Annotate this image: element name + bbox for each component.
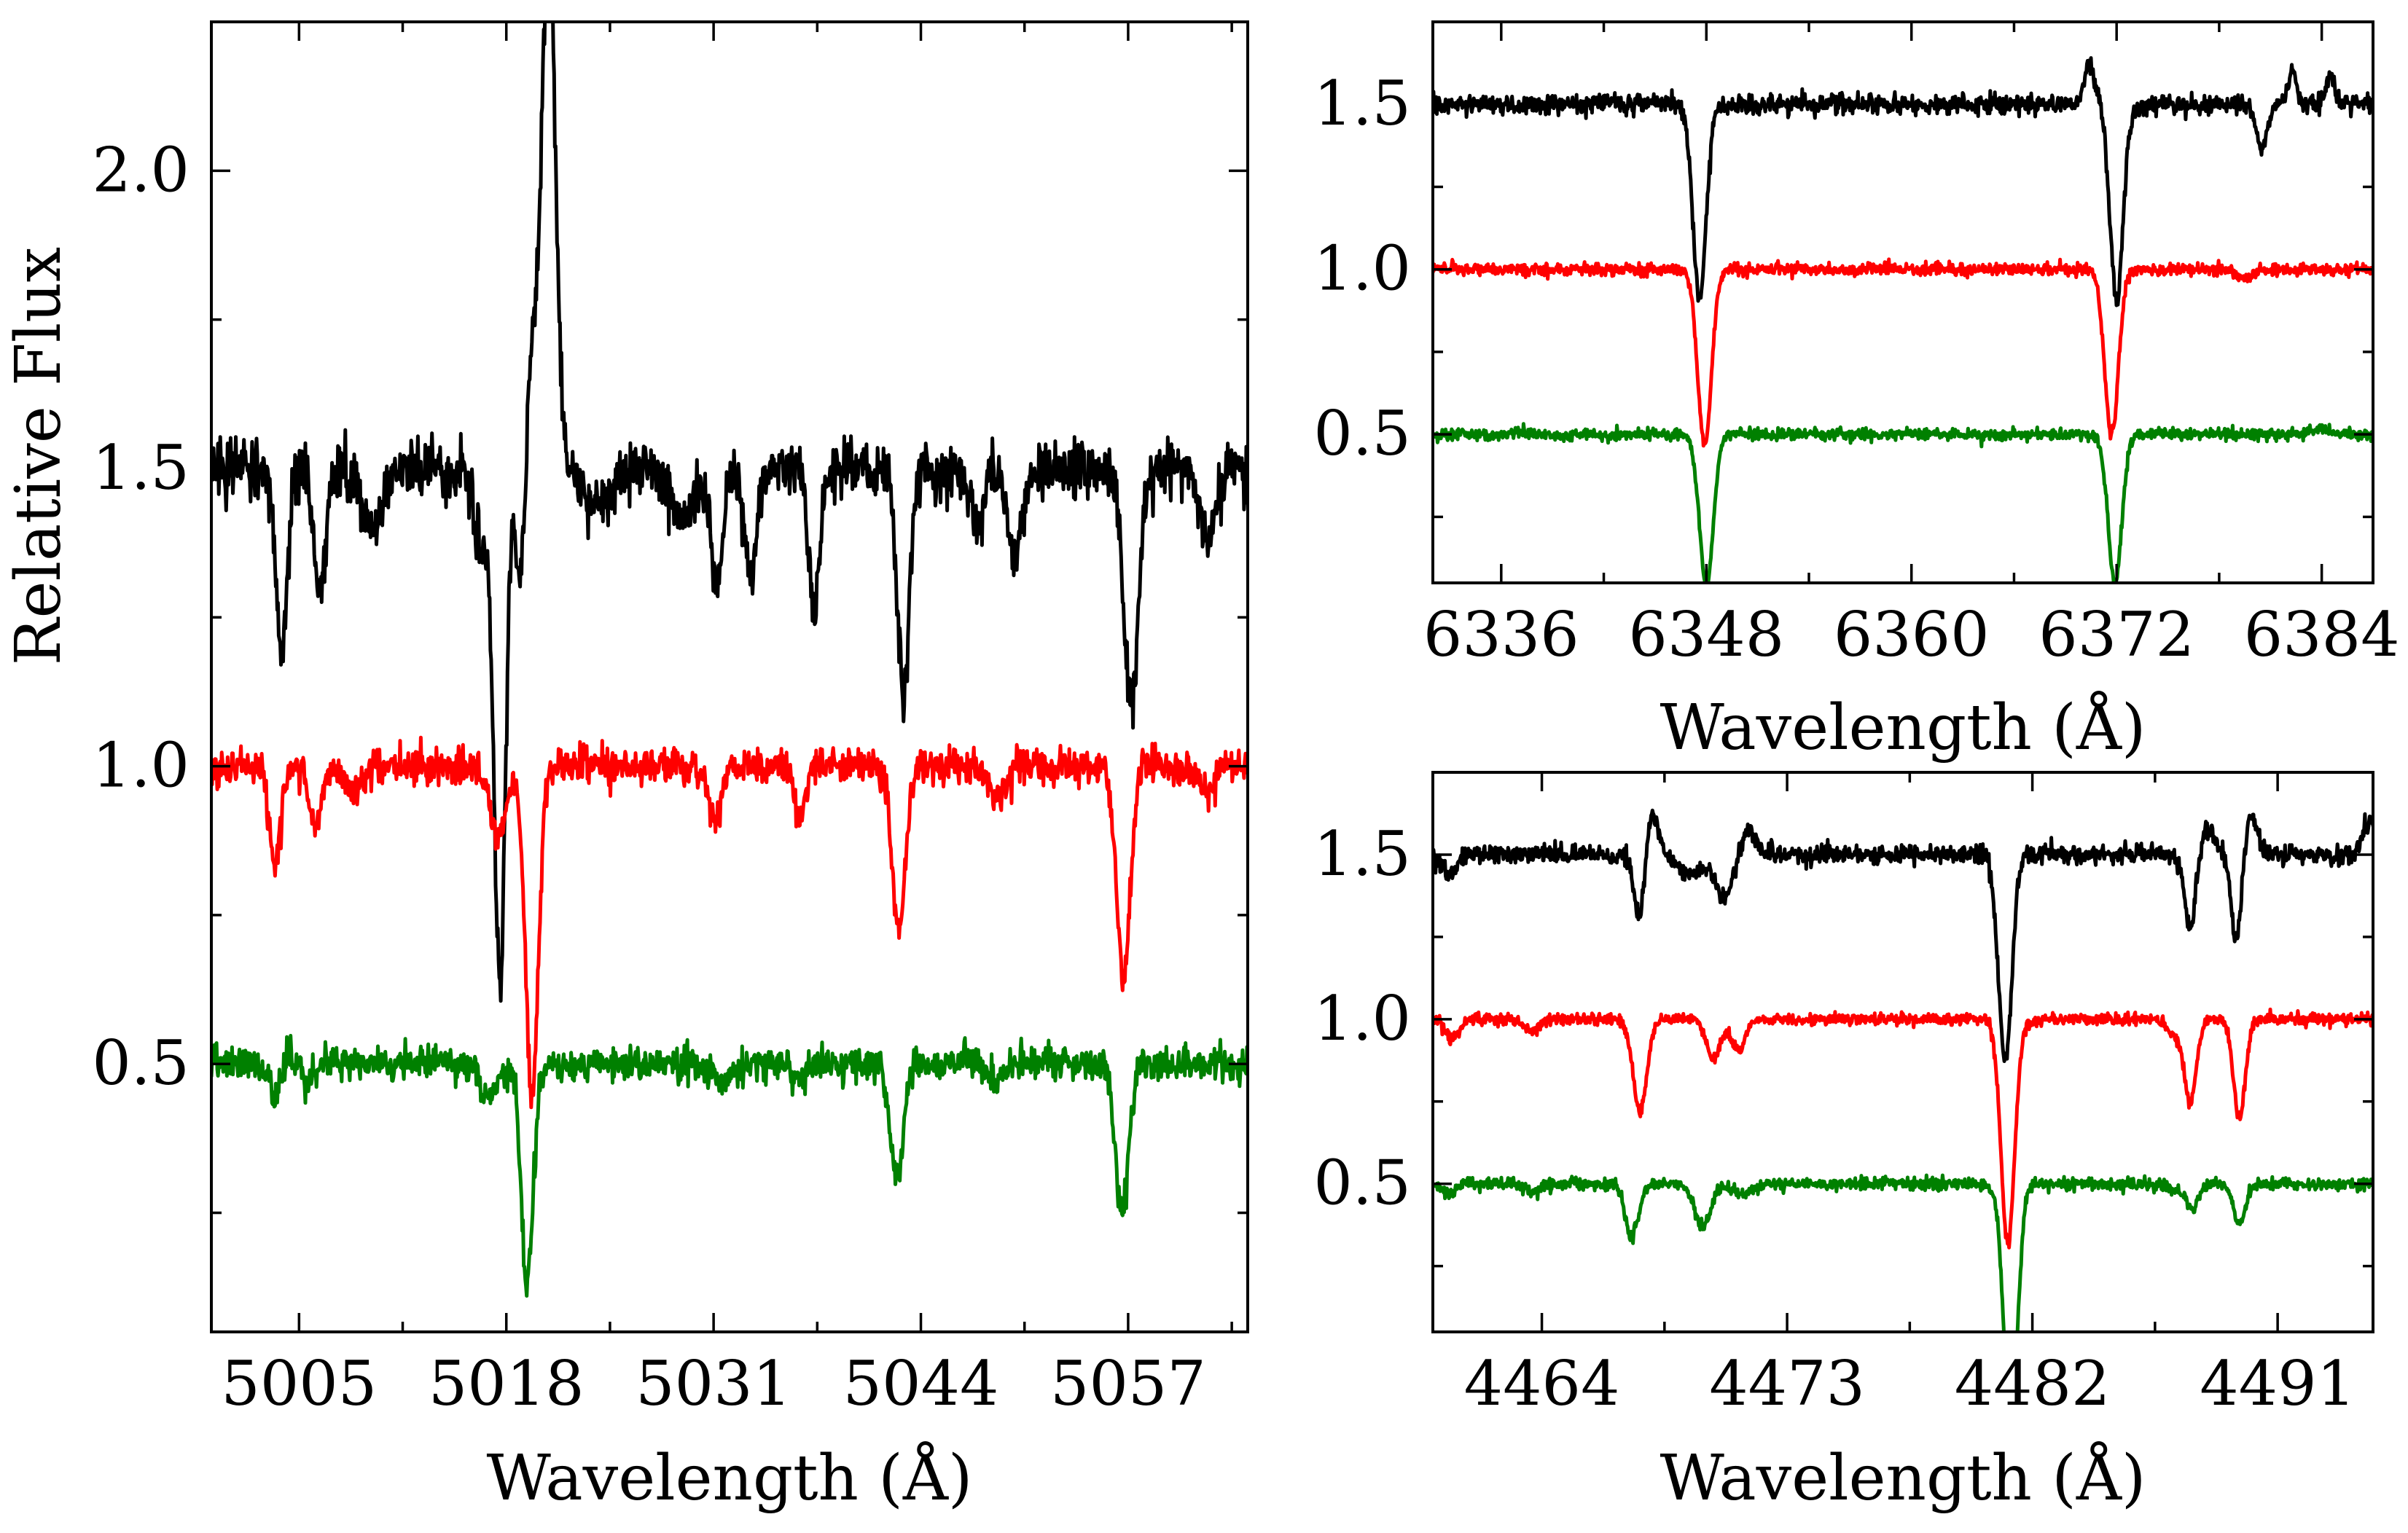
bottom-right-black-spectrum-line — [1433, 808, 2373, 1063]
top-right-black-spectrum-line — [1433, 56, 2373, 307]
top-right-x-tick-label: 6360 — [1834, 599, 1990, 670]
top-right-red-spectrum-line — [1433, 257, 2373, 448]
bottom-right-y-tick-label: 1.5 — [1313, 818, 1411, 890]
top-right-y-tick-label: 1.0 — [1313, 233, 1411, 305]
left-y-tick-label: 1.0 — [92, 730, 189, 801]
bottom-right-x-tick-label: 4473 — [1709, 1348, 1865, 1419]
left-black-spectrum-line — [211, 22, 1248, 1003]
left-series-layer — [211, 22, 1248, 1298]
left-x-tick-label: 5057 — [1050, 1348, 1206, 1419]
left-x-tick-label: 5005 — [221, 1348, 377, 1419]
bottom-right-x-axis-title: Wavelength (Å) — [1660, 1441, 2146, 1515]
left-x-tick-label: 5018 — [429, 1348, 585, 1419]
bottom-right-x-tick-label: 4482 — [1955, 1348, 2111, 1419]
bottom-right-red-spectrum-line — [1433, 1007, 2373, 1250]
left-x-tick-label: 5044 — [843, 1348, 999, 1419]
top-right-x-tick-label: 6336 — [1423, 599, 1579, 670]
left-x-tick-label: 5031 — [636, 1348, 791, 1419]
bottom-right-x-tick-label: 4464 — [1464, 1348, 1620, 1419]
top-right-plot-frame — [1431, 20, 2374, 584]
top-right-series-layer — [1433, 56, 2373, 583]
bottom-right-green-spectrum-line — [1433, 1173, 2373, 1332]
left-ticks: 5005 5018 5031 5044 5057 0.5 1.0 1.5 2.0 — [92, 20, 1248, 1419]
top-right-x-tick-label: 6348 — [1628, 599, 1784, 670]
bottom-right-ticks: 4464 4473 4482 4491 0.5 1.0 1.5 — [1313, 771, 2373, 1419]
top-right-green-spectrum-line — [1433, 422, 2373, 583]
bottom-right-plot-frame — [1431, 771, 2374, 1333]
bottom-right-x-tick-label: 4491 — [2200, 1348, 2356, 1419]
y-axis-title: Relative Flux — [2, 247, 75, 665]
top-right-x-tick-label: 6372 — [2038, 599, 2194, 670]
top-right-y-tick-label: 0.5 — [1313, 398, 1411, 469]
left-y-tick-label: 1.5 — [92, 432, 189, 503]
top-right-ticks: 6336 6348 6360 6372 6384 0.5 1.0 1.5 — [1313, 20, 2400, 670]
panel-top-right: 6336 6348 6360 6372 6384 0.5 1.0 1.5 Wavelength… — [1313, 20, 2400, 764]
panel-left: 5005 5018 5031 5044 5057 0.5 1.0 1.5 2.0 Wavelen… — [92, 20, 1249, 1515]
left-green-spectrum-line — [211, 1034, 1248, 1298]
top-right-y-tick-label: 1.5 — [1313, 68, 1411, 139]
bottom-right-y-tick-label: 0.5 — [1313, 1148, 1411, 1219]
left-y-tick-label: 0.5 — [92, 1027, 189, 1099]
bottom-right-series-layer — [1433, 808, 2373, 1332]
bottom-right-y-tick-label: 1.0 — [1313, 983, 1411, 1054]
left-red-spectrum-line — [211, 735, 1248, 1110]
top-right-x-axis-title: Wavelength (Å) — [1660, 691, 2146, 764]
left-y-tick-label: 2.0 — [92, 134, 189, 205]
panel-bottom-right: 4464 4473 4482 4491 0.5 1.0 1.5 Wavelength (Å) — [1313, 771, 2374, 1515]
top-right-x-tick-label: 6384 — [2244, 599, 2400, 670]
left-x-axis-title: Wavelength (Å) — [486, 1441, 972, 1515]
left-plot-frame — [210, 20, 1249, 1333]
